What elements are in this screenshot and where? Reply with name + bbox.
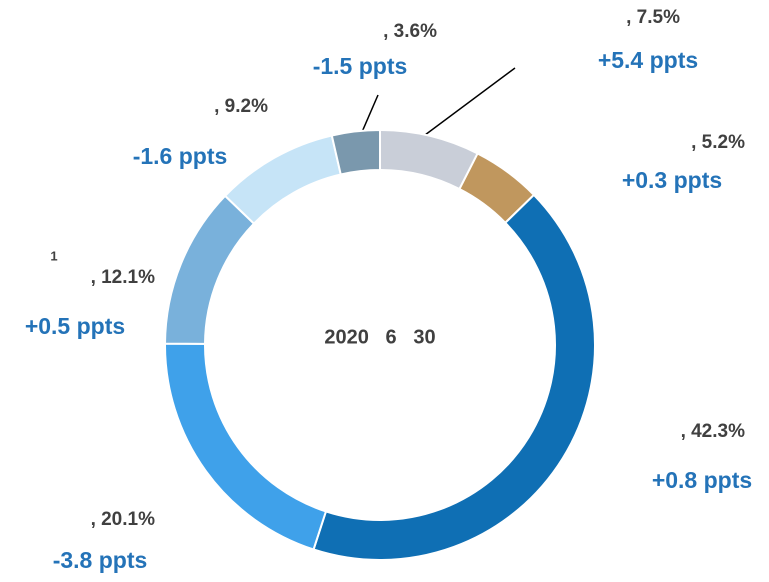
donut-slice <box>330 128 381 176</box>
change-label: +0.3 ppts <box>622 167 722 193</box>
value-label: , 42.3% <box>681 421 746 442</box>
donut-slice <box>164 342 328 551</box>
change-label: +0.5 ppts <box>25 313 125 339</box>
donut-slice <box>223 134 342 226</box>
footnote-mark: 1 <box>50 248 57 263</box>
change-label: +0.8 ppts <box>652 467 752 493</box>
donut-slice <box>312 193 596 561</box>
center-label: 2020 6 30 <box>324 326 435 348</box>
change-label: -1.6 ppts <box>133 143 228 169</box>
value-label: , 12.1% <box>91 267 156 288</box>
leader-line <box>361 94 379 133</box>
change-label: -3.8 ppts <box>53 547 148 573</box>
change-label: -1.5 ppts <box>313 53 408 79</box>
donut-slice <box>163 194 256 345</box>
value-label: , 9.2% <box>214 96 268 117</box>
change-label: +5.4 ppts <box>598 47 698 73</box>
value-label: , 20.1% <box>91 509 156 530</box>
value-label: , 5.2% <box>691 132 745 153</box>
leader-line <box>424 67 516 136</box>
value-label: , 3.6% <box>383 21 437 42</box>
value-label: , 7.5% <box>626 7 680 28</box>
